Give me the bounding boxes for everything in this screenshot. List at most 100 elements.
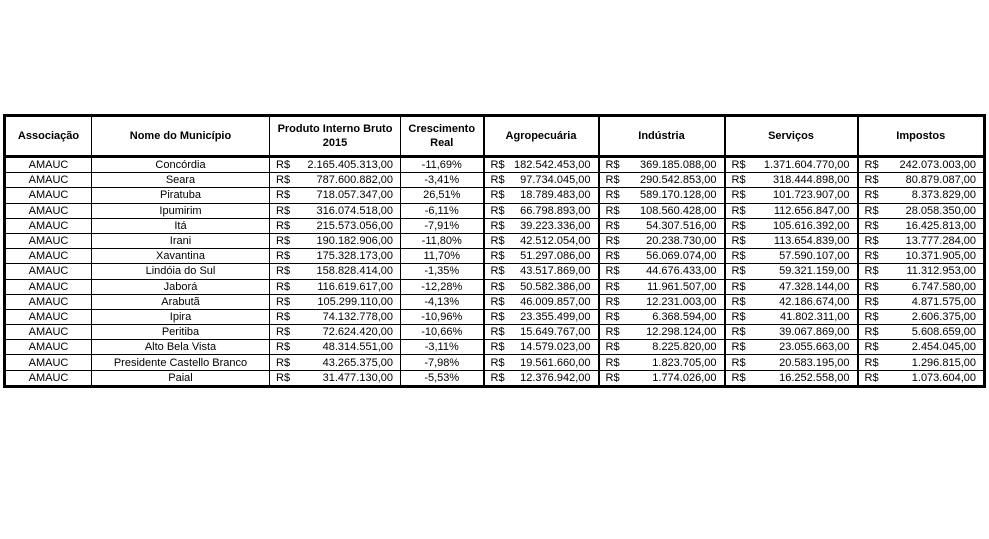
cell-pib[interactable]: R$ 175.328.173,00 [269, 248, 401, 265]
cell-impostos[interactable]: R$ 2.606.375,00 [856, 308, 986, 326]
cell-servicos[interactable]: R$ 20.583.195,00 [723, 354, 859, 371]
cell-impostos[interactable]: R$ 242.073.003,00 [856, 155, 986, 174]
cell-impostos[interactable]: R$ 1.073.604,00 [856, 369, 986, 387]
cell-agropecuaria[interactable]: R$ 12.376.942,00 [482, 369, 600, 387]
cell-agropecuaria[interactable]: R$ 46.009.857,00 [482, 293, 600, 310]
cell-pib[interactable]: R$ 74.132.778,00 [269, 308, 401, 326]
cell-impostos[interactable]: R$ 11.312.953,00 [856, 263, 986, 280]
cell-agropecuaria[interactable]: R$ 42.512.054,00 [482, 232, 600, 250]
cell-pib[interactable]: R$ 48.314.551,00 [269, 339, 401, 356]
cell-municipio[interactable]: Paial [91, 369, 270, 387]
cell-impostos[interactable]: R$ 4.871.575,00 [856, 293, 986, 310]
cell-associacao[interactable]: AMAUC [4, 232, 92, 250]
cell-impostos[interactable]: R$ 2.454.045,00 [856, 339, 986, 356]
cell-associacao[interactable]: AMAUC [4, 369, 92, 387]
cell-crescimento[interactable]: -4,13% [400, 293, 484, 310]
cell-impostos[interactable]: R$ 6.747.580,00 [856, 278, 986, 295]
cell-associacao[interactable]: AMAUC [4, 263, 92, 280]
header-servicos[interactable]: Serviços [723, 115, 859, 158]
cell-servicos[interactable]: R$ 101.723.907,00 [723, 187, 859, 204]
cell-industria[interactable]: R$ 44.676.433,00 [597, 263, 726, 280]
cell-crescimento[interactable]: -6,11% [400, 202, 484, 219]
cell-pib[interactable]: R$ 72.624.420,00 [269, 324, 401, 341]
cell-servicos[interactable]: R$ 41.802.311,00 [723, 308, 859, 326]
cell-crescimento[interactable]: -7,91% [400, 217, 484, 234]
cell-associacao[interactable]: AMAUC [4, 324, 92, 341]
cell-industria[interactable]: R$ 11.961.507,00 [597, 278, 726, 295]
cell-associacao[interactable]: AMAUC [4, 308, 92, 326]
cell-municipio[interactable]: Ipumirim [91, 202, 270, 219]
cell-municipio[interactable]: Concórdia [91, 155, 270, 174]
cell-associacao[interactable]: AMAUC [4, 354, 92, 371]
header-industria[interactable]: Indústria [597, 115, 726, 158]
cell-servicos[interactable]: R$ 16.252.558,00 [723, 369, 859, 387]
cell-impostos[interactable]: R$ 16.425.813,00 [856, 217, 986, 234]
cell-pib[interactable]: R$ 718.057.347,00 [269, 187, 401, 204]
cell-crescimento[interactable]: -11,80% [400, 232, 484, 250]
cell-associacao[interactable]: AMAUC [4, 172, 92, 189]
cell-municipio[interactable]: Jaborá [91, 278, 270, 295]
cell-pib[interactable]: R$ 215.573.056,00 [269, 217, 401, 234]
cell-municipio[interactable]: Piratuba [91, 187, 270, 204]
cell-associacao[interactable]: AMAUC [4, 202, 92, 219]
cell-industria[interactable]: R$ 12.231.003,00 [597, 293, 726, 310]
cell-industria[interactable]: R$ 108.560.428,00 [597, 202, 726, 219]
cell-industria[interactable]: R$ 1.823.705,00 [597, 354, 726, 371]
cell-crescimento[interactable]: -10,96% [400, 308, 484, 326]
cell-crescimento[interactable]: -12,28% [400, 278, 484, 295]
cell-pib[interactable]: R$ 2.165.405.313,00 [269, 155, 401, 174]
header-crescimento[interactable]: Crescimento Real [400, 115, 484, 158]
cell-pib[interactable]: R$ 190.182.906,00 [269, 232, 401, 250]
cell-crescimento[interactable]: -3,41% [400, 172, 484, 189]
cell-agropecuaria[interactable]: R$ 43.517.869,00 [482, 263, 600, 280]
cell-agropecuaria[interactable]: R$ 15.649.767,00 [482, 324, 600, 341]
cell-associacao[interactable]: AMAUC [4, 155, 92, 174]
cell-municipio[interactable]: Ipira [91, 308, 270, 326]
cell-associacao[interactable]: AMAUC [4, 278, 92, 295]
cell-municipio[interactable]: Xavantina [91, 248, 270, 265]
cell-crescimento[interactable]: 26,51% [400, 187, 484, 204]
cell-industria[interactable]: R$ 8.225.820,00 [597, 339, 726, 356]
cell-municipio[interactable]: Peritiba [91, 324, 270, 341]
cell-agropecuaria[interactable]: R$ 14.579.023,00 [482, 339, 600, 356]
cell-crescimento[interactable]: -10,66% [400, 324, 484, 341]
header-impostos[interactable]: Impostos [856, 115, 986, 158]
cell-industria[interactable]: R$ 54.307.516,00 [597, 217, 726, 234]
cell-servicos[interactable]: R$ 47.328.144,00 [723, 278, 859, 295]
cell-servicos[interactable]: R$ 39.067.869,00 [723, 324, 859, 341]
cell-industria[interactable]: R$ 6.368.594,00 [597, 308, 726, 326]
cell-impostos[interactable]: R$ 13.777.284,00 [856, 232, 986, 250]
cell-crescimento[interactable]: 11,70% [400, 248, 484, 265]
cell-agropecuaria[interactable]: R$ 39.223.336,00 [482, 217, 600, 234]
cell-pib[interactable]: R$ 116.619.617,00 [269, 278, 401, 295]
cell-municipio[interactable]: Seara [91, 172, 270, 189]
cell-pib[interactable]: R$ 31.477.130,00 [269, 369, 401, 387]
cell-pib[interactable]: R$ 316.074.518,00 [269, 202, 401, 219]
cell-agropecuaria[interactable]: R$ 19.561.660,00 [482, 354, 600, 371]
cell-servicos[interactable]: R$ 59.321.159,00 [723, 263, 859, 280]
cell-impostos[interactable]: R$ 80.879.087,00 [856, 172, 986, 189]
cell-industria[interactable]: R$ 369.185.088,00 [597, 155, 726, 174]
cell-servicos[interactable]: R$ 42.186.674,00 [723, 293, 859, 310]
cell-servicos[interactable]: R$ 23.055.663,00 [723, 339, 859, 356]
cell-crescimento[interactable]: -5,53% [400, 369, 484, 387]
header-associacao[interactable]: Associação [4, 115, 92, 158]
cell-associacao[interactable]: AMAUC [4, 187, 92, 204]
cell-pib[interactable]: R$ 105.299.110,00 [269, 293, 401, 310]
cell-pib[interactable]: R$ 787.600.882,00 [269, 172, 401, 189]
cell-industria[interactable]: R$ 56.069.074,00 [597, 248, 726, 265]
cell-associacao[interactable]: AMAUC [4, 217, 92, 234]
cell-municipio[interactable]: Itá [91, 217, 270, 234]
header-municipio[interactable]: Nome do Município [91, 115, 270, 158]
cell-crescimento[interactable]: -3,11% [400, 339, 484, 356]
cell-industria[interactable]: R$ 589.170.128,00 [597, 187, 726, 204]
cell-agropecuaria[interactable]: R$ 18.789.483,00 [482, 187, 600, 204]
cell-impostos[interactable]: R$ 10.371.905,00 [856, 248, 986, 265]
cell-agropecuaria[interactable]: R$ 97.734.045,00 [482, 172, 600, 189]
cell-servicos[interactable]: R$ 57.590.107,00 [723, 248, 859, 265]
header-pib[interactable]: Produto Interno Bruto 2015 [269, 115, 401, 158]
cell-industria[interactable]: R$ 20.238.730,00 [597, 232, 726, 250]
cell-municipio[interactable]: Irani [91, 232, 270, 250]
cell-servicos[interactable]: R$ 112.656.847,00 [723, 202, 859, 219]
cell-municipio[interactable]: Alto Bela Vista [91, 339, 270, 356]
